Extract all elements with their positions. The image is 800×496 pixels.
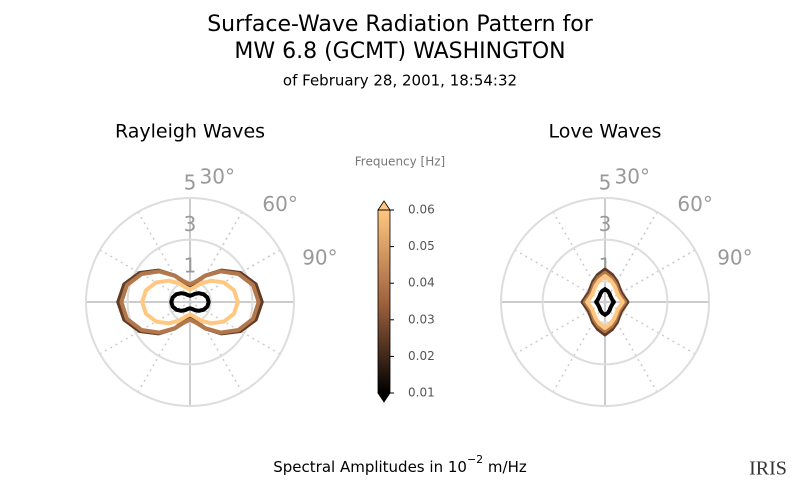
colorbar-tick-label: 0.04: [408, 276, 435, 290]
colorbar-tick-label: 0.02: [408, 349, 435, 363]
title-line: Surface-Wave Radiation Pattern for: [207, 12, 594, 37]
colorbar-tick-label: 0.01: [408, 386, 435, 400]
logo: IRIS: [749, 458, 787, 480]
radiation-curve: [119, 269, 261, 335]
title-line: MW 6.8 (GCMT) WASHINGTON: [234, 39, 565, 64]
r-tick-label: 3: [184, 212, 197, 236]
subplot-title: Love Waves: [549, 121, 662, 143]
r-tick-label: 3: [599, 212, 612, 236]
ring: [85, 197, 295, 407]
subplot-title: Rayleigh Waves: [115, 121, 265, 143]
radiation-curve: [169, 291, 211, 313]
radiation-curve: [585, 274, 625, 330]
r-tick-label: 5: [184, 171, 197, 195]
colorbar-extend: [377, 200, 391, 211]
colorbar: [378, 210, 390, 393]
angle-tick-label: 60°: [677, 192, 712, 216]
ring: [126, 238, 254, 366]
radiation-curve: [594, 287, 616, 317]
angle-tick-label: 30°: [200, 164, 235, 188]
angle-tick-label: 60°: [262, 192, 297, 216]
angle-tick-label: 90°: [302, 245, 337, 269]
ring: [500, 197, 710, 407]
colorbar-extend: [377, 392, 391, 403]
colorbar-frame: [377, 209, 391, 394]
radiation-curve: [140, 278, 240, 326]
colorbar-label: Frequency [Hz]: [355, 155, 446, 169]
subtitle: of February 28, 2001, 18:54:32: [283, 72, 517, 90]
r-tick-label: 1: [184, 254, 197, 278]
ring: [541, 238, 669, 366]
ring: [168, 280, 212, 324]
r-tick-label: 5: [599, 171, 612, 195]
x-axis-label: Spectral Amplitudes in 10−2 m/Hz: [273, 453, 527, 476]
label-text: m/Hz: [483, 458, 527, 476]
angle-tick-label: 30°: [615, 164, 650, 188]
colorbar-tick-label: 0.05: [408, 239, 435, 253]
colorbar-tick-label: 0.03: [408, 312, 435, 326]
angle-tick-label: 90°: [717, 245, 752, 269]
label-exponent: −2: [467, 453, 483, 466]
label-text: Spectral Amplitudes in 10: [273, 458, 467, 476]
colorbar-tick-label: 0.06: [408, 203, 435, 217]
